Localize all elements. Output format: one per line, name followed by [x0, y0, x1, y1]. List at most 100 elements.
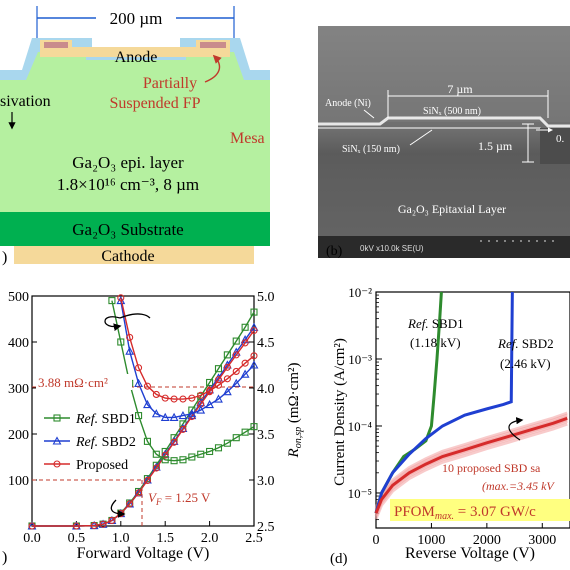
proposed-sample-line [374, 422, 568, 520]
legend-item-ref-sbd1: Ref. SBD1 [44, 412, 136, 427]
ron-annotation: 3.88 mΩ·cm² [38, 375, 108, 390]
ron-point-ref-sbd2 [240, 369, 250, 378]
current-point-ref-sbd2 [178, 423, 188, 433]
ron-point-ref-sbd2 [134, 378, 143, 387]
ron-point-ref-sbd1 [108, 297, 116, 305]
current-point-ref-sbd2 [249, 322, 259, 331]
proposed-label: 10 proposed SBD sa [442, 461, 541, 475]
ron-axis-pointer-tail [119, 313, 151, 319]
passivation-label: sivation [0, 93, 51, 110]
epi-layer [0, 52, 270, 212]
current-point-ref-sbd1 [223, 351, 231, 359]
current-point-proposed [170, 438, 178, 446]
ron-point-ref-sbd1 [170, 457, 178, 465]
current-point-proposed [135, 489, 143, 497]
y-right-tick-label: 4.5 [257, 336, 275, 351]
panel-a-device-schematic: 200 µm Anode Partially Suspended FP siva… [0, 6, 270, 266]
sbd1-bv-label: (1.18 kV) [410, 335, 461, 350]
ron-point-ref-sbd1 [161, 456, 169, 464]
ron-point-proposed [143, 382, 151, 390]
x-tick-label: 1.5 [156, 531, 174, 546]
anode-contact-right [200, 42, 226, 48]
panel-d-series [374, 291, 568, 520]
current-point-ref-sbd1 [232, 337, 240, 345]
ron-point-proposed [117, 294, 125, 302]
sbd1-label: Ref. SBD1 [407, 316, 464, 331]
x-tick-label: 0.0 [23, 531, 41, 546]
x-tick-label: 0.5 [68, 531, 86, 546]
current-point-ref-sbd2 [169, 436, 179, 445]
legend-label: Proposed [76, 458, 128, 473]
mesa-label: Mesa [230, 130, 265, 147]
y-left-tick-label: 200 [8, 428, 29, 443]
panel-c-ylabel-right: Ron,sp (mΩ·cm²) [286, 363, 304, 459]
ron-point-proposed [223, 375, 231, 383]
ron-point-ref-sbd1 [179, 456, 187, 464]
vf-annotation: VF = 1.25 V [148, 490, 211, 507]
current-point-ref-sbd2 [151, 462, 161, 471]
series-line-ref-sbd2 [374, 291, 514, 514]
current-ref-sbd1 [28, 308, 258, 530]
panel-c-xlabel: Forward Voltage (V) [77, 545, 210, 562]
ron-point-ref-sbd1 [143, 437, 151, 445]
panel-b-sem-image: 0kV x10.0k SE(U) Anode (Ni) 7 µm SiNₓ (5… [318, 26, 570, 259]
dimension-label: 200 µm [110, 9, 163, 28]
sbd2-label: Ref. SBD2 [497, 336, 554, 351]
x-tick-label: 2000 [473, 533, 501, 548]
current-point-proposed [250, 326, 258, 335]
current-point-proposed [161, 451, 169, 459]
x-tick-label: 0 [373, 533, 380, 548]
ron-point-ref-sbd2 [160, 412, 170, 421]
sem-edge-label: 0. [556, 133, 565, 145]
ron-point-proposed [197, 391, 205, 399]
sem-epi-region [318, 164, 570, 236]
pfom-label: PFOMmax. = 3.07 GW/c [394, 504, 536, 522]
current-point-proposed [126, 500, 134, 508]
y-left-tick-label: 400 [8, 336, 29, 351]
x-tick-label: 2.0 [201, 531, 219, 546]
ron-point-ref-sbd1 [232, 434, 240, 442]
legend-label: Ref. SBD2 [75, 435, 136, 450]
current-line-ref-sbd1 [32, 311, 255, 527]
sem-top-shade [318, 26, 570, 122]
y-right-tick-label: 3.5 [257, 428, 275, 443]
ron-point-ref-sbd1 [152, 450, 160, 458]
y-right-tick-label: 2.5 [257, 520, 275, 535]
ron-point-ref-sbd2 [143, 399, 152, 409]
ron-point-ref-sbd1 [117, 338, 125, 346]
cathode-label: Cathode [101, 248, 154, 265]
current-point-ref-sbd1 [214, 365, 223, 373]
panel-b-letter: (b) [326, 244, 343, 259]
y-left-tick-label: 500 [8, 290, 29, 305]
panel-a-letter: ) [2, 249, 7, 266]
substrate-label: Ga₂O₃ Substrate [72, 220, 183, 239]
ron-proposed [117, 294, 258, 403]
panel-c-axis-ticks: 0.0 0.5 1.0 1.5 2.0 2.5 100 200 300 400 500 2.5 3.0 3… [8, 290, 275, 546]
legend-item-ref-sbd2: Ref. SBD2 [44, 435, 136, 450]
cathode-metal [14, 246, 254, 264]
sem-info-text: 0kV x10.0k SE(U) [360, 244, 424, 253]
proposed-pointer-icon [508, 417, 524, 441]
ron-line-proposed [120, 297, 255, 400]
y-right-tick-label: 5.0 [257, 290, 275, 305]
panel-d-ylabel: Current Density (A/cm²) [332, 338, 348, 486]
fp-arrow [204, 54, 222, 83]
current-proposed [28, 326, 258, 530]
fp-label-line1: Partially [143, 75, 197, 92]
x-tick-label: 1000 [417, 533, 445, 548]
current-point-proposed [28, 522, 36, 530]
ron-point-ref-sbd1 [250, 423, 258, 431]
panel-d-plot-frame [375, 291, 570, 529]
ron-point-ref-sbd2 [205, 399, 215, 409]
ron-point-proposed [161, 394, 169, 402]
ron-point-proposed [170, 395, 178, 403]
sem-anode-pointer [363, 109, 375, 119]
anode-contact-left [44, 42, 68, 48]
ron-point-ref-sbd2 [214, 394, 223, 403]
ron-point-proposed [250, 352, 258, 360]
sem-sinx150-label: SiNₓ (150 nm) [342, 144, 400, 155]
ron-point-ref-sbd2 [178, 410, 188, 420]
current-point-proposed [152, 464, 160, 472]
sem-7um-label: 7 µm [447, 82, 473, 96]
